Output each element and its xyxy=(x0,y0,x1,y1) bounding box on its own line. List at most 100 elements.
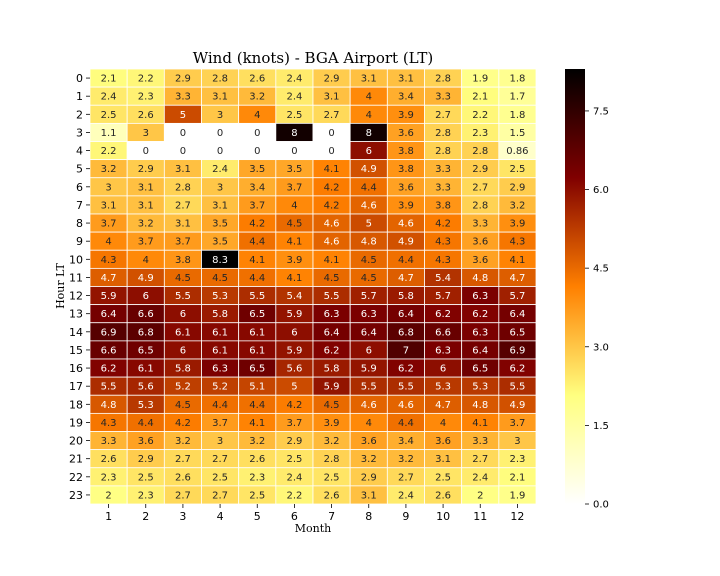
cell-value-label: 6.4 xyxy=(101,309,117,320)
cell-value-label: 5 xyxy=(366,219,372,230)
cell-value-label: 2.1 xyxy=(509,472,525,483)
cell-value-label: 4.7 xyxy=(435,400,451,411)
cell-value-label: 3.7 xyxy=(138,237,154,248)
cell-value-label: 5.7 xyxy=(509,291,525,302)
cell-value-label: 3.1 xyxy=(212,200,228,211)
cell-value-label: 2.4 xyxy=(101,92,117,103)
x-tick-label: 5 xyxy=(254,510,261,523)
cell-value-label: 2.9 xyxy=(175,74,191,85)
cell-value-label: 5.9 xyxy=(361,364,377,375)
cell-value-label: 2.9 xyxy=(138,164,154,175)
cell-value-label: 2.8 xyxy=(472,200,488,211)
cell-value-label: 6.6 xyxy=(435,327,451,338)
cell-value-label: 4.9 xyxy=(398,237,414,248)
cell-value-label: 2.3 xyxy=(509,454,525,465)
cell-value-label: 2.8 xyxy=(175,182,191,193)
cell-value-label: 5.9 xyxy=(286,345,302,356)
cell-value-label: 6.4 xyxy=(509,309,525,320)
cell-value-label: 2.7 xyxy=(175,454,191,465)
cell-value-label: 2.7 xyxy=(435,110,451,121)
cell-value-label: 5 xyxy=(180,110,186,121)
cell-value-label: 5.5 xyxy=(249,291,265,302)
cell-value-label: 2.4 xyxy=(286,92,302,103)
cell-value-label: 2.6 xyxy=(249,74,265,85)
cell-value-label: 3.6 xyxy=(435,436,451,447)
cell-value-label: 5.8 xyxy=(212,309,228,320)
cell-value-label: 0 xyxy=(180,146,186,157)
cell-value-label: 5.6 xyxy=(138,382,154,393)
y-axis-label: Hour LT xyxy=(54,262,67,308)
cell-value-label: 3.1 xyxy=(175,219,191,230)
cell-value-label: 4.8 xyxy=(472,400,488,411)
cell-value-label: 2.7 xyxy=(212,454,228,465)
y-tick-label: 12 xyxy=(69,290,83,303)
cell-value-label: 0 xyxy=(328,128,334,139)
cell-value-label: 1.1 xyxy=(101,128,117,139)
x-tick-label: 6 xyxy=(291,510,298,523)
y-tick-label: 4 xyxy=(76,145,83,158)
cell-value-label: 4.6 xyxy=(324,237,340,248)
cell-value-label: 5.3 xyxy=(435,382,451,393)
cell-value-label: 2.5 xyxy=(138,472,154,483)
cell-value-label: 3 xyxy=(143,128,149,139)
cell-value-label: 4.4 xyxy=(249,237,265,248)
cell-value-label: 4.4 xyxy=(212,400,228,411)
cell-value-label: 6.2 xyxy=(472,309,488,320)
cell-value-label: 4.2 xyxy=(435,219,451,230)
cell-value-label: 5.1 xyxy=(249,382,265,393)
cell-value-label: 0 xyxy=(254,146,260,157)
cell-value-label: 2.4 xyxy=(472,472,488,483)
cell-value-label: 6.4 xyxy=(324,327,340,338)
cell-value-label: 5.5 xyxy=(101,382,117,393)
cell-value-label: 2.9 xyxy=(509,182,525,193)
cell-value-label: 1.9 xyxy=(509,490,525,501)
cell-value-label: 6 xyxy=(440,364,446,375)
cell-value-label: 4.1 xyxy=(324,255,340,266)
cell-value-label: 4.5 xyxy=(324,400,340,411)
cell-value-label: 4.3 xyxy=(101,418,117,429)
cell-value-label: 2.5 xyxy=(101,110,117,121)
x-tick-label: 11 xyxy=(473,510,487,523)
cell-value-label: 3 xyxy=(105,182,111,193)
cell-value-label: 2.8 xyxy=(435,74,451,85)
cell-value-label: 8 xyxy=(291,128,297,139)
cell-value-label: 6.3 xyxy=(361,309,377,320)
cell-value-label: 3.6 xyxy=(472,255,488,266)
cell-value-label: 0 xyxy=(143,146,149,157)
cell-value-label: 2.9 xyxy=(324,74,340,85)
cell-value-label: 3.4 xyxy=(398,436,414,447)
cell-value-label: 3.6 xyxy=(361,436,377,447)
cell-value-label: 3.3 xyxy=(435,164,451,175)
cell-value-label: 5.8 xyxy=(398,291,414,302)
cell-value-label: 3.7 xyxy=(175,237,191,248)
cell-value-label: 3.2 xyxy=(361,454,377,465)
cell-value-label: 3.1 xyxy=(398,74,414,85)
cell-value-label: 3.1 xyxy=(175,164,191,175)
cell-value-label: 2.3 xyxy=(138,92,154,103)
cell-value-label: 3.2 xyxy=(249,436,265,447)
cell-value-label: 3.1 xyxy=(212,92,228,103)
cell-value-label: 3.9 xyxy=(509,219,525,230)
cell-value-label: 4.3 xyxy=(509,237,525,248)
y-tick-label: 16 xyxy=(69,362,83,375)
cell-value-label: 5.9 xyxy=(324,382,340,393)
cell-value-label: 6.2 xyxy=(324,345,340,356)
cell-value-label: 2.6 xyxy=(101,454,117,465)
cell-value-label: 2.3 xyxy=(138,490,154,501)
cell-value-label: 3.1 xyxy=(435,454,451,465)
cell-value-label: 3.3 xyxy=(175,92,191,103)
cell-value-label: 2.5 xyxy=(324,472,340,483)
cell-value-label: 2.7 xyxy=(175,490,191,501)
cell-value-label: 4.9 xyxy=(138,273,154,284)
colorbar-tick-label: 6.0 xyxy=(593,185,609,196)
cell-value-label: 3 xyxy=(217,436,223,447)
cell-value-label: 7 xyxy=(403,345,409,356)
cell-value-label: 2.9 xyxy=(286,436,302,447)
cell-value-label: 6.3 xyxy=(324,309,340,320)
x-tick-label: 1 xyxy=(105,510,112,523)
cell-value-label: 6.3 xyxy=(435,345,451,356)
cell-value-label: 2.6 xyxy=(138,110,154,121)
cell-value-label: 5.3 xyxy=(472,382,488,393)
cell-value-label: 6 xyxy=(366,345,372,356)
cell-value-label: 2.1 xyxy=(472,92,488,103)
